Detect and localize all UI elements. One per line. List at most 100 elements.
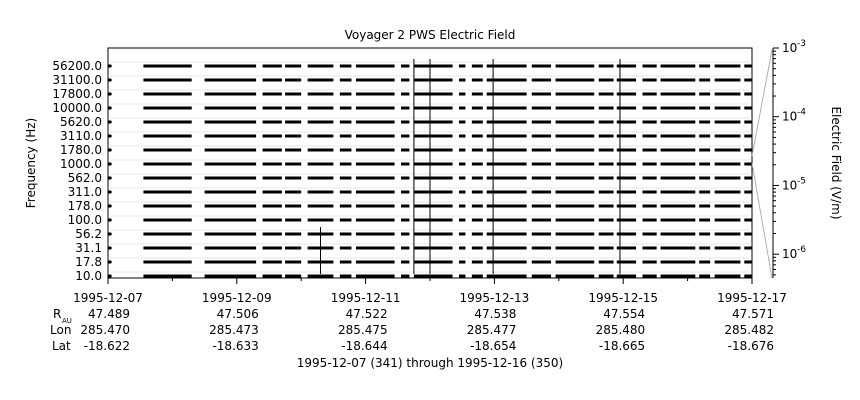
data-segment bbox=[486, 92, 527, 96]
data-segment bbox=[307, 92, 334, 96]
data-segment bbox=[699, 218, 711, 222]
data-segment bbox=[339, 204, 352, 208]
data-segment bbox=[642, 64, 657, 68]
data-segment bbox=[471, 232, 483, 236]
data-segment bbox=[355, 64, 395, 68]
data-segment bbox=[744, 204, 752, 208]
data-segment bbox=[339, 246, 352, 250]
data-segment bbox=[307, 190, 334, 194]
data-segment bbox=[714, 274, 741, 278]
x-tick-label: 1995-12-09 bbox=[202, 291, 272, 305]
data-segment bbox=[401, 148, 410, 152]
data-segment bbox=[660, 232, 696, 236]
data-segment bbox=[339, 190, 352, 194]
channel-band-56.2 bbox=[108, 232, 752, 236]
data-segment bbox=[339, 148, 352, 152]
data-segment bbox=[401, 190, 410, 194]
data-segment bbox=[413, 134, 453, 138]
data-segment bbox=[555, 232, 595, 236]
data-segment bbox=[413, 176, 453, 180]
data-segment bbox=[204, 246, 257, 250]
data-segment bbox=[616, 106, 637, 110]
data-segment bbox=[714, 260, 741, 264]
data-segment bbox=[204, 218, 257, 222]
channel-band-100.0 bbox=[108, 218, 752, 222]
data-segment bbox=[555, 260, 595, 264]
data-segment bbox=[555, 190, 595, 194]
data-segment bbox=[598, 190, 614, 194]
data-segment bbox=[660, 274, 696, 278]
y-tick-label: 56.2 bbox=[75, 227, 102, 241]
data-segment bbox=[355, 274, 395, 278]
data-segment bbox=[555, 204, 595, 208]
data-segment bbox=[143, 78, 192, 82]
data-segment bbox=[486, 204, 527, 208]
data-segment bbox=[486, 232, 527, 236]
y-tick-label: 10000.0 bbox=[52, 101, 102, 115]
data-segment bbox=[401, 106, 410, 110]
data-segment bbox=[413, 204, 453, 208]
data-segment bbox=[262, 204, 282, 208]
data-segment bbox=[307, 78, 334, 82]
data-segment bbox=[401, 232, 410, 236]
data-segment bbox=[699, 134, 711, 138]
data-segment bbox=[285, 162, 302, 166]
data-segment bbox=[401, 204, 410, 208]
colorbar-tick-exponent: -4 bbox=[797, 108, 806, 118]
data-segment bbox=[143, 246, 192, 250]
data-segment bbox=[285, 218, 302, 222]
y-tick-label: 1000.0 bbox=[60, 157, 102, 171]
colorbar: 10-310-410-510-6 bbox=[751, 39, 806, 279]
data-segment bbox=[262, 246, 282, 250]
data-segment bbox=[486, 246, 527, 250]
data-segment bbox=[471, 246, 483, 250]
data-segment bbox=[355, 204, 395, 208]
data-segment bbox=[339, 64, 352, 68]
data-segment bbox=[401, 176, 410, 180]
data-segment bbox=[660, 106, 696, 110]
data-segment bbox=[262, 134, 282, 138]
data-segment bbox=[642, 134, 657, 138]
data-segment bbox=[598, 218, 614, 222]
data-segment bbox=[355, 106, 395, 110]
data-segment bbox=[598, 134, 614, 138]
channel-band-562.0 bbox=[108, 176, 752, 180]
channel-band-17800.0 bbox=[108, 92, 752, 96]
data-segment bbox=[471, 64, 483, 68]
data-segment bbox=[642, 176, 657, 180]
colorbar-label: Electric Field (V/m) bbox=[829, 106, 843, 219]
data-segment bbox=[555, 120, 595, 124]
data-segment bbox=[555, 134, 595, 138]
data-segment bbox=[642, 204, 657, 208]
data-segment bbox=[598, 246, 614, 250]
data-segment bbox=[355, 120, 395, 124]
y-tick-label: 56200.0 bbox=[52, 59, 102, 73]
data-segment bbox=[471, 274, 483, 278]
y-tick-label: 5620.0 bbox=[60, 115, 102, 129]
data-segment bbox=[413, 162, 453, 166]
data-segment bbox=[339, 232, 352, 236]
data-segment bbox=[471, 78, 483, 82]
data-segment bbox=[744, 120, 752, 124]
data-segment bbox=[531, 218, 552, 222]
data-segment bbox=[660, 78, 696, 82]
data-spikes bbox=[320, 59, 621, 274]
data-segment bbox=[642, 78, 657, 82]
chart-title: Voyager 2 PWS Electric Field bbox=[345, 28, 516, 42]
data-segment bbox=[458, 204, 466, 208]
data-segment bbox=[339, 218, 352, 222]
channel-band-31100.0 bbox=[108, 78, 752, 82]
data-segment bbox=[598, 274, 614, 278]
data-segment bbox=[616, 120, 637, 124]
data-segment bbox=[660, 204, 696, 208]
data-segment bbox=[744, 92, 752, 96]
data-segment bbox=[744, 246, 752, 250]
data-segment bbox=[714, 78, 741, 82]
data-segment bbox=[744, 218, 752, 222]
data-segment bbox=[458, 260, 466, 264]
data-segment bbox=[262, 218, 282, 222]
data-segment bbox=[471, 190, 483, 194]
data-segment bbox=[486, 176, 527, 180]
data-segment bbox=[616, 274, 637, 278]
